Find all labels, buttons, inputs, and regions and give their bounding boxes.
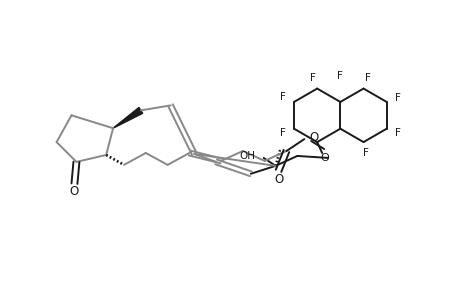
Text: O: O	[273, 173, 283, 186]
Text: F: F	[310, 73, 315, 83]
Text: O: O	[70, 185, 79, 198]
Text: F: F	[364, 73, 369, 83]
Text: F: F	[280, 92, 285, 102]
Text: OH: OH	[239, 151, 255, 161]
Polygon shape	[113, 107, 142, 128]
Text: F: F	[362, 148, 368, 158]
Text: F: F	[394, 93, 400, 103]
Text: F: F	[337, 71, 342, 81]
Text: O: O	[309, 130, 318, 144]
Text: O: O	[320, 153, 329, 163]
Text: F: F	[280, 128, 285, 138]
Text: F: F	[394, 128, 400, 138]
